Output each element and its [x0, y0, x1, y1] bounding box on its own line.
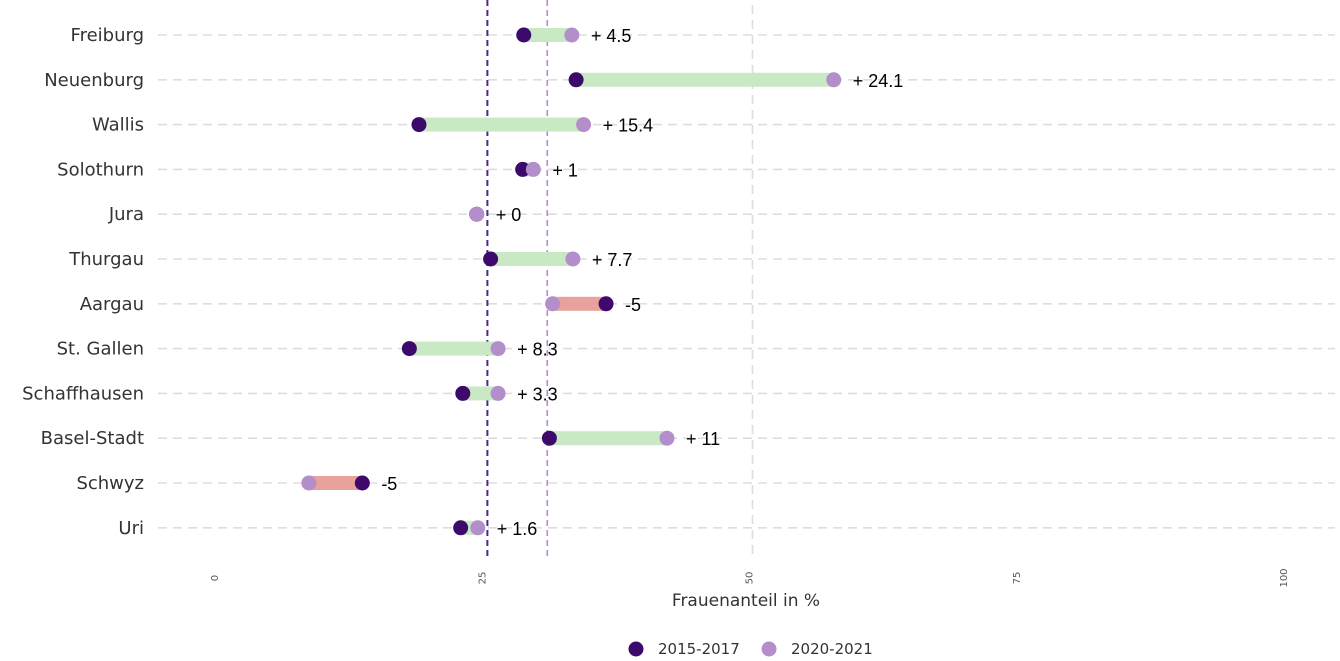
point-2015-2017 — [516, 27, 532, 43]
difference-label: + 4.5 — [591, 26, 632, 46]
point-2020-2021 — [525, 161, 541, 177]
dumbbell-points — [301, 27, 842, 536]
difference-label: + 0 — [496, 205, 522, 225]
category-label: Uri — [118, 518, 144, 539]
category-label: Aargau — [80, 294, 144, 315]
point-2020-2021 — [545, 296, 561, 312]
bar-neuenburg — [576, 72, 834, 87]
difference-label: -5 — [381, 474, 397, 494]
category-label: Wallis — [92, 115, 144, 136]
legend: 2015-2017 2020-2021 — [628, 640, 873, 658]
x-tick-label: 0 — [210, 575, 221, 581]
point-2015-2017 — [401, 341, 417, 357]
x-tick-label: 25 — [477, 572, 488, 585]
point-2020-2021 — [470, 520, 486, 536]
difference-label: -5 — [625, 295, 641, 315]
point-2015-2017 — [453, 520, 469, 536]
point-2020-2021 — [576, 117, 592, 133]
point-2015-2017 — [354, 475, 370, 491]
difference-label: + 7.7 — [592, 250, 633, 270]
dumbbell-bars — [308, 28, 834, 535]
category-label: Schaffhausen — [22, 383, 144, 404]
category-label: St. Gallen — [57, 339, 144, 360]
legend-marker-2020-2021 — [761, 641, 777, 657]
point-2020-2021 — [564, 27, 580, 43]
point-2020-2021 — [565, 251, 581, 267]
point-2015-2017 — [515, 161, 531, 177]
difference-label: + 1.6 — [497, 519, 538, 539]
point-2020-2021 — [301, 475, 317, 491]
category-label: Solothurn — [57, 159, 144, 180]
bar-aargau — [552, 296, 607, 311]
point-2020-2021 — [659, 430, 675, 446]
category-label: Basel-Stadt — [41, 428, 144, 449]
category-label: Freiburg — [71, 25, 144, 46]
point-2015-2017 — [568, 72, 584, 88]
bar-schwyz — [308, 476, 363, 490]
x-tick-labels: 0 25 50 75 100 — [210, 568, 1290, 587]
bar-thurgau — [490, 252, 573, 266]
difference-label: + 8.3 — [517, 340, 558, 360]
legend-label: 2020-2021 — [791, 640, 873, 657]
bar-wallis — [418, 117, 584, 132]
bar-freiburg — [523, 28, 572, 42]
legend-marker-2015-2017 — [628, 641, 644, 657]
x-tick-label: 50 — [745, 572, 756, 585]
x-axis-title: Frauenanteil in % — [672, 591, 820, 611]
legend-label: 2015-2017 — [658, 640, 740, 657]
category-label: Neuenburg — [44, 70, 144, 91]
bar-st-gallen — [409, 341, 499, 356]
point-2015-2017 — [598, 296, 614, 312]
point-2015-2017 — [411, 117, 427, 133]
difference-label: + 24.1 — [853, 71, 904, 91]
difference-label: + 11 — [686, 429, 720, 449]
difference-label: + 15.4 — [603, 116, 654, 136]
point-2015-2017 — [541, 430, 557, 446]
point-2015-2017 — [455, 385, 471, 401]
x-tick-label: 100 — [1279, 568, 1290, 587]
category-label: Schwyz — [76, 473, 144, 494]
category-label: Jura — [108, 204, 144, 225]
bar-basel-stadt — [549, 431, 667, 446]
category-label: Thurgau — [68, 249, 144, 270]
difference-label: + 1 — [552, 160, 578, 180]
point-2020-2021 — [826, 72, 842, 88]
difference-labels: + 4.5 + 24.1 + 15.4 + 1 + 0 + 7.7 -5 + 8.3 + 3.3… — [381, 26, 903, 539]
category-labels: Freiburg Neuenburg Wallis Solothurn Jura Thur… — [22, 25, 144, 539]
reference-lines — [486, 0, 549, 557]
bar-schaffhausen — [462, 386, 499, 401]
x-tick-label: 75 — [1012, 572, 1023, 585]
point-2020-2021 — [469, 206, 485, 222]
difference-label: + 3.3 — [517, 384, 558, 404]
point-2015-2017 — [483, 251, 499, 267]
point-2020-2021 — [490, 341, 506, 357]
point-2020-2021 — [490, 385, 506, 401]
